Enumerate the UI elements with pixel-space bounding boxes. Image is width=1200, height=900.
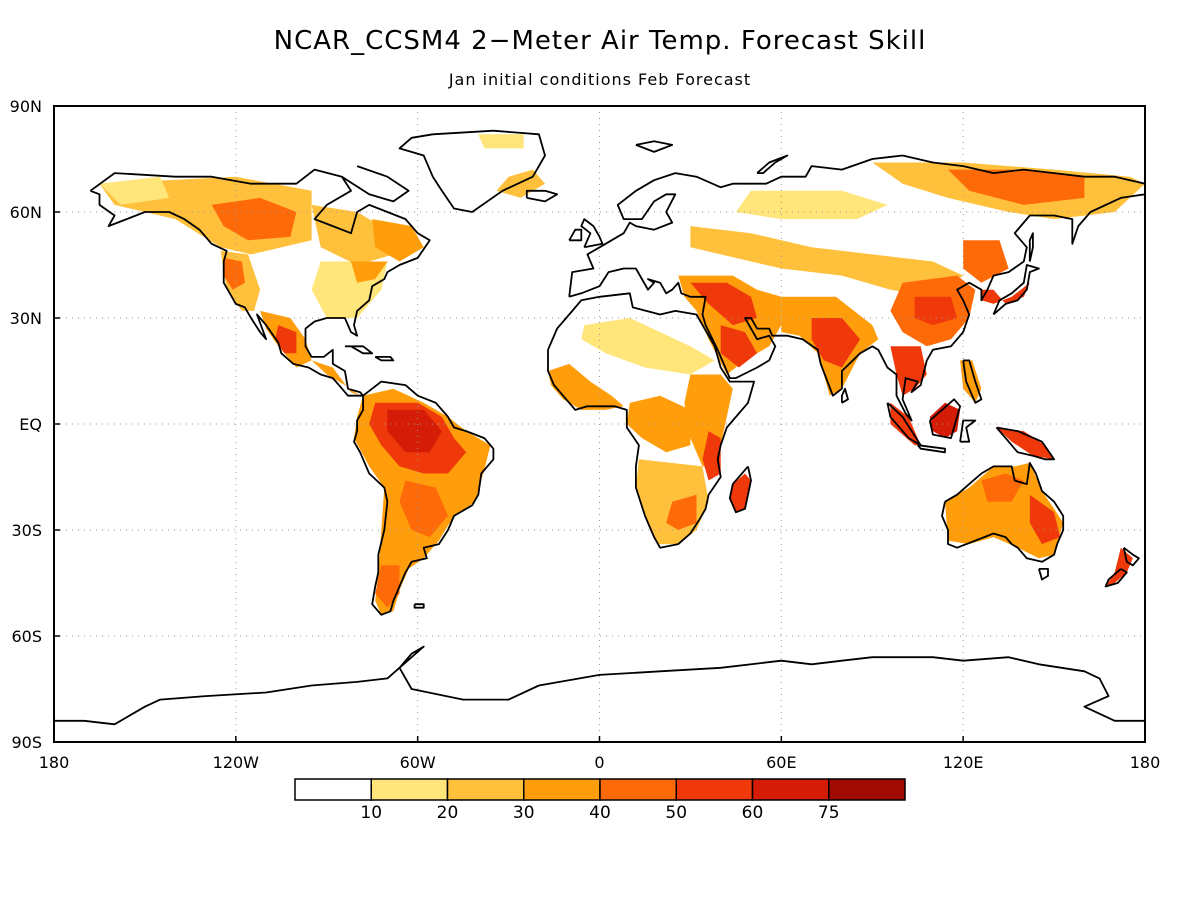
- skill-region-alaska-north: [99, 176, 170, 205]
- lon-tick-label: 60W: [400, 753, 436, 772]
- skill-region-hudson-region: [311, 204, 394, 265]
- skill-region-great-lakes-east: [351, 261, 388, 283]
- skill-region-turkey-iran-core: [690, 282, 758, 326]
- skill-region-us-northwest: [223, 257, 245, 290]
- skill-region-south-america-south: [399, 480, 448, 538]
- skill-region-greenland-north: [478, 134, 524, 149]
- skill-region-india-core: [811, 318, 861, 368]
- coastline-antarctica: [54, 645, 1145, 726]
- skill-region-west-russia: [735, 190, 888, 220]
- skill-region-siberia-core: [948, 169, 1085, 205]
- skill-region-australia-north: [981, 473, 1024, 502]
- lon-tick-label: 180: [1130, 753, 1161, 772]
- lat-tick-label: 60S: [11, 627, 42, 646]
- skill-region-middle-east: [678, 275, 782, 375]
- skill-region-borneo: [929, 402, 961, 439]
- coastline-cuba: [344, 345, 374, 355]
- coastline-north-america: [89, 168, 431, 397]
- colorbar-swatch: [446, 778, 525, 801]
- coastline-philippines: [962, 359, 983, 404]
- coastline-japan: [992, 264, 1040, 316]
- skill-region-east-africa-rift: [702, 431, 721, 481]
- coastline-iceland: [525, 189, 558, 203]
- colorbar-legend: 10 20 30 40 50 60 75: [294, 778, 906, 823]
- colorbar-label: 75: [818, 803, 840, 823]
- skill-region-andes-south: [375, 565, 400, 608]
- skill-region-labrador: [372, 219, 424, 262]
- coastline-baffin: [341, 165, 410, 203]
- skill-region-central-africa: [626, 395, 691, 453]
- coastline-sri-lanka: [841, 387, 849, 404]
- coastline-falklands: [413, 603, 425, 609]
- skill-region-west-africa: [548, 363, 624, 410]
- skill-region-southern-africa-core: [666, 494, 697, 530]
- coastline-borneo: [928, 398, 961, 440]
- coastline-greenland: [398, 129, 546, 213]
- skill-region-arabia-core: [720, 325, 758, 368]
- colorbar-label: 10: [360, 803, 382, 823]
- skill-region-australia-core: [1029, 494, 1061, 545]
- coastline-sulawesi: [959, 419, 977, 443]
- coastline-uk: [580, 218, 604, 249]
- lon-tick-label: 0: [594, 753, 604, 772]
- coastline-south-america: [353, 380, 495, 616]
- colorbar-swatch: [370, 778, 449, 801]
- coastline-eurasia: [568, 154, 1145, 422]
- lon-tick-label: 60E: [766, 753, 796, 772]
- coastline-sumatra: [886, 402, 922, 447]
- coastline-new-zealand-south: [1104, 568, 1128, 588]
- coastline-java: [917, 444, 946, 454]
- colorbar-swatch: [294, 778, 372, 801]
- colorbar-label: 30: [513, 803, 535, 823]
- coastline-australia: [941, 461, 1065, 563]
- coastline-new-guinea: [995, 426, 1055, 461]
- coastline-africa: [547, 292, 755, 549]
- map-title: NCAR_CCSM4 2−Meter Air Temp. Forecast Sk…: [273, 26, 927, 56]
- coastline-layer: [54, 129, 1145, 726]
- coastline-madagascar: [728, 465, 752, 514]
- colorbar-swatch: [523, 778, 601, 801]
- skill-region-amazon-deep: [387, 409, 442, 453]
- skill-region-canada-west-core: [211, 197, 297, 241]
- colorbar-label: 60: [742, 803, 764, 823]
- colorbar-swatch: [751, 778, 830, 801]
- colorbar-swatch: [675, 778, 754, 801]
- coastline-tasmania: [1038, 568, 1049, 581]
- skill-region-greenland-east: [496, 169, 545, 198]
- lon-tick-label: 120E: [943, 753, 984, 772]
- coastline-hispaniola: [374, 355, 395, 362]
- lat-tick-label: 90N: [10, 97, 42, 116]
- colorbar-swatch: [828, 778, 906, 801]
- coastline-sakhalin: [1028, 232, 1034, 262]
- colorbar-swatch: [599, 778, 677, 801]
- coastline-svalbard: [635, 140, 674, 153]
- lat-tick-label: 60N: [10, 203, 42, 222]
- skill-region-central-asia-band: [690, 226, 964, 297]
- skill-region-china-core: [914, 296, 958, 326]
- coastline-ireland: [568, 228, 583, 242]
- skill-region-new-guinea: [996, 427, 1055, 460]
- skill-shading-layer: [99, 134, 1145, 615]
- skill-region-manchuria: [963, 240, 1009, 283]
- skill-region-central-america: [311, 360, 361, 396]
- lat-tick-label: 30S: [11, 521, 42, 540]
- coastline-novaya-zemlya: [756, 154, 789, 175]
- skill-region-mexico-core: [275, 325, 297, 354]
- latitude-axis: 90N 60N 30N EQ 30S 60S 90S: [10, 97, 60, 752]
- longitude-axis: 180 120W 60W 0 60E 120E 180: [39, 736, 1161, 772]
- colorbar-label: 50: [665, 803, 687, 823]
- skill-region-korea-japan: [981, 282, 1030, 304]
- map-subtitle: Jan initial conditions Feb Forecast: [448, 70, 752, 89]
- colorbar-label: 40: [589, 803, 611, 823]
- skill-region-sahara-patches: [581, 318, 715, 375]
- skill-region-australia: [945, 462, 1064, 559]
- lat-tick-label: EQ: [19, 415, 42, 434]
- lon-tick-label: 120W: [213, 753, 260, 772]
- coastline-new-zealand-north: [1122, 546, 1140, 567]
- lat-tick-label: 90S: [11, 733, 42, 752]
- colorbar-label: 20: [437, 803, 459, 823]
- lon-tick-label: 180: [39, 753, 70, 772]
- lat-tick-label: 30N: [10, 309, 42, 328]
